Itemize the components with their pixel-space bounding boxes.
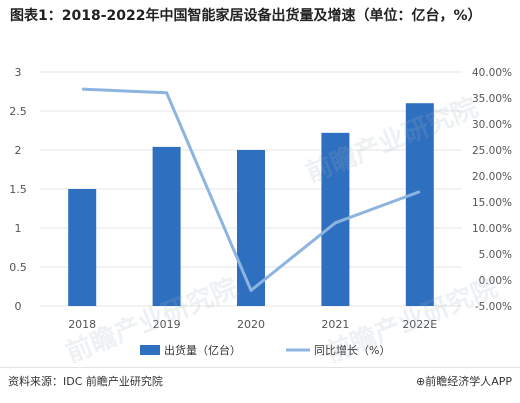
y-right-tick-label: 30.00%	[472, 119, 512, 131]
bar	[152, 146, 181, 306]
chart-title: 图表1：2018-2022年中国智能家居设备出货量及增速（单位：亿台，%）	[10, 8, 482, 24]
x-tick-label: 2018	[68, 318, 96, 331]
y-left-tick-label: 1.5	[9, 183, 27, 196]
y-right-tick-label: 25.00%	[472, 145, 512, 157]
legend-label-line: 同比增长（%）	[314, 343, 390, 357]
y-left-tick-label: 2	[15, 144, 22, 157]
legend-label-bar: 出货量（亿台）	[164, 343, 241, 357]
y-left-tick-label: 3	[15, 66, 22, 79]
y-left-tick-label: 2.5	[9, 105, 27, 118]
bar	[68, 189, 97, 306]
legend-swatch-bar	[140, 345, 160, 355]
y-right-tick-label: 0.00%	[479, 275, 512, 287]
x-tick-label: 2020	[237, 318, 265, 331]
source-note: 资料来源：IDC 前瞻产业研究院	[8, 375, 163, 388]
bar	[405, 103, 434, 306]
y-right-tick-label: 20.00%	[472, 171, 512, 183]
chart-area: 0 0.5 1 1.5 2 2.5 3 -5.00% 0.00% 5.00% 10.00% 15.00…	[0, 58, 520, 368]
y-right-tick-label: -5.00%	[475, 301, 512, 313]
y-right-tick-label: 35.00%	[472, 93, 512, 105]
y-right-tick-label: 40.00%	[472, 67, 512, 79]
y-right-tick-label: 5.00%	[479, 249, 512, 261]
combo-chart: 0 0.5 1 1.5 2 2.5 3 -5.00% 0.00% 5.00% 10.00% 15.00…	[9, 66, 512, 357]
brand-label: ⊕前瞻经济学人APP	[415, 375, 512, 388]
x-tick-label: 2021	[321, 318, 349, 331]
y-left-tick-label: 1	[15, 222, 22, 235]
y-left-tick-label: 0	[15, 300, 22, 313]
footer-divider	[0, 367, 520, 368]
x-tick-label: 2019	[153, 318, 181, 331]
x-tick-label: 2022E	[402, 318, 437, 331]
bar	[237, 150, 265, 306]
y-left-tick-label: 0.5	[9, 261, 27, 274]
y-right-tick-label: 10.00%	[472, 223, 512, 235]
y-right-tick-label: 15.00%	[472, 197, 512, 209]
